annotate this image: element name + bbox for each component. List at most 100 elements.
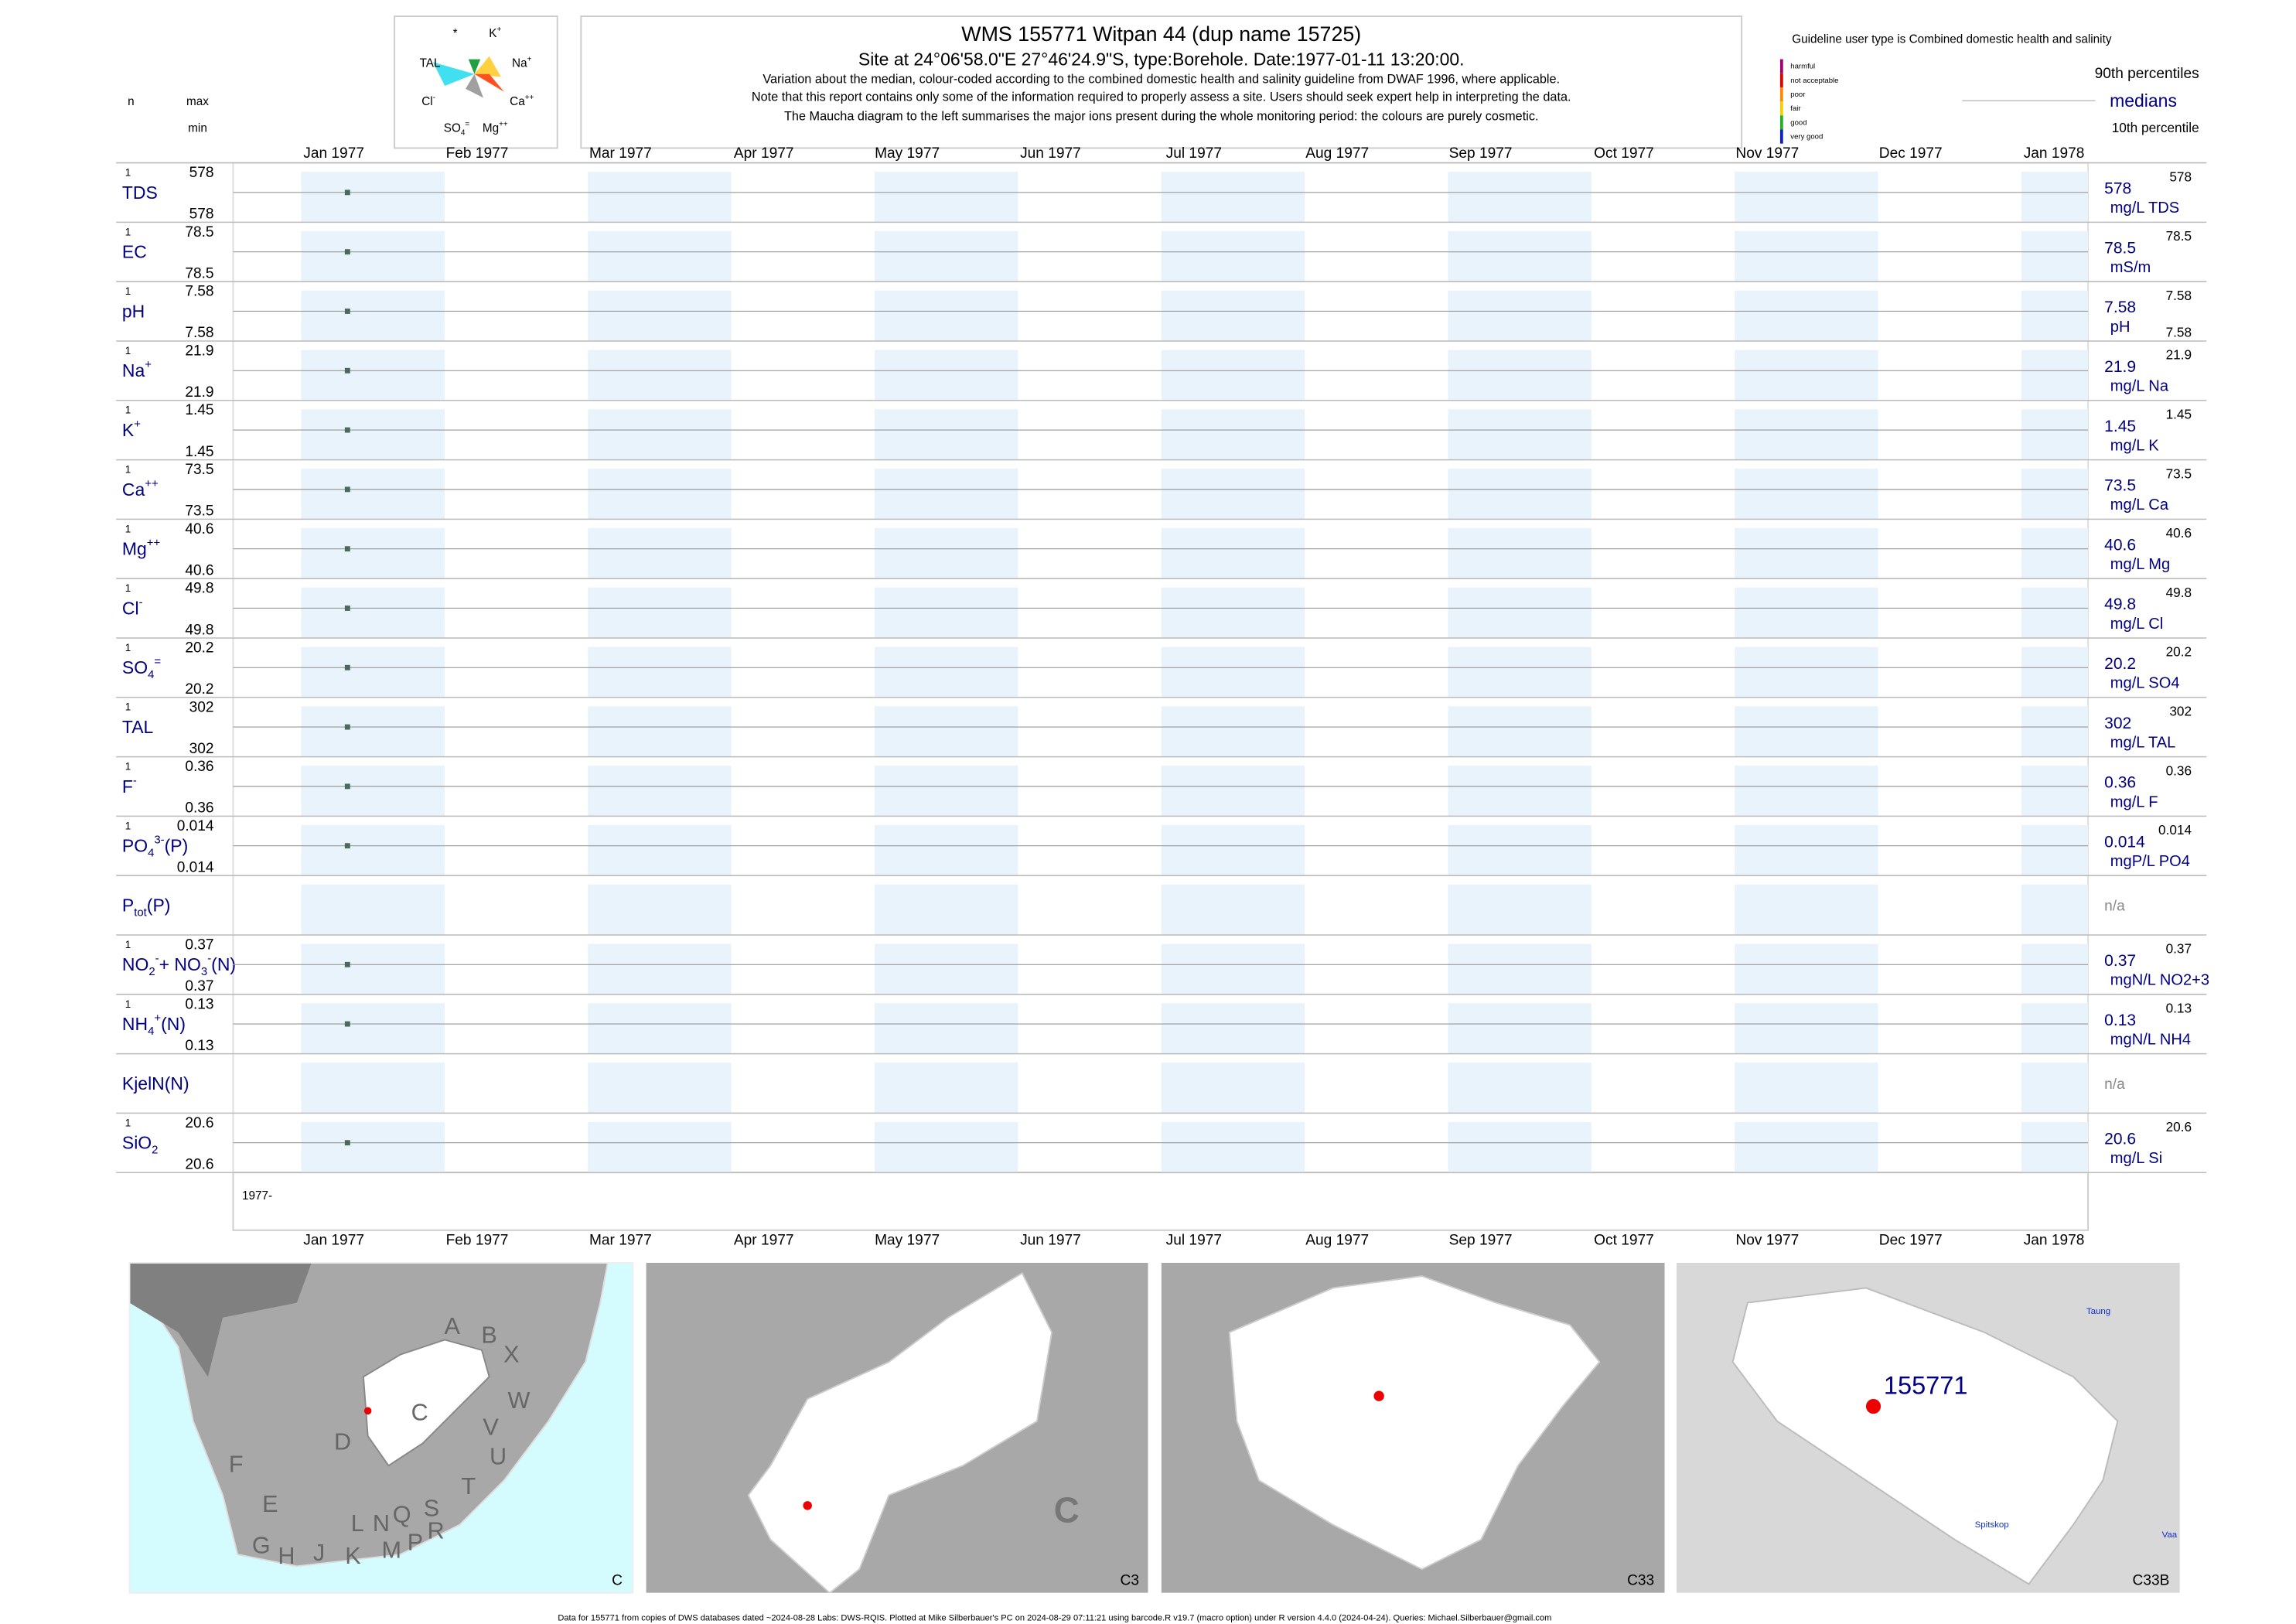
p90-label: 73.5 <box>2166 466 2192 481</box>
month-label: May 1977 <box>875 145 940 162</box>
map-text: V <box>483 1414 499 1440</box>
row-label-part: - <box>155 953 159 966</box>
month-band <box>2021 290 2089 341</box>
n-label: 1 <box>125 167 131 179</box>
p90-label: 20.2 <box>2166 644 2192 660</box>
month-label: Feb 1977 <box>446 145 509 162</box>
row-label: F- <box>122 774 137 797</box>
sample-point <box>344 606 350 611</box>
map-frame <box>128 1261 634 1594</box>
month-band <box>1735 824 1878 876</box>
month-band <box>2021 587 2089 638</box>
sample-point <box>344 724 350 730</box>
month-band <box>1161 1003 1305 1054</box>
month-band <box>588 1121 732 1173</box>
month-label: Jun 1977 <box>1020 145 1081 162</box>
maucha-label-part: - <box>433 94 435 102</box>
median-label: 302 <box>2104 715 2131 732</box>
month-band <box>588 409 732 460</box>
median-label: 7.58 <box>2104 299 2136 316</box>
month-band <box>874 587 1018 638</box>
month-band <box>1735 884 1878 936</box>
month-band <box>1448 290 1592 341</box>
sample-point <box>344 843 350 849</box>
max-label: 21.9 <box>185 343 213 359</box>
month-band <box>874 469 1018 520</box>
sample-point <box>344 309 350 314</box>
month-label: Jun 1977 <box>1020 1232 1081 1248</box>
unit-label: mS/m <box>2110 259 2151 276</box>
max-label: 7.58 <box>185 284 213 300</box>
month-band <box>1448 884 1592 936</box>
unit-label: mg/L TAL <box>2110 734 2176 751</box>
max-label: 0.36 <box>185 759 213 775</box>
month-band <box>1161 706 1305 757</box>
month-band <box>1448 469 1592 520</box>
row-label: PO43-(P) <box>122 834 188 860</box>
row-label-part: 2 <box>152 1144 158 1157</box>
na-label: n/a <box>2104 1076 2125 1093</box>
min-label: 0.36 <box>185 800 213 817</box>
p90-label: 1.45 <box>2166 406 2192 421</box>
n-label: 1 <box>125 582 131 594</box>
month-band <box>874 172 1018 223</box>
month-band <box>1448 1063 1592 1114</box>
na-label: n/a <box>2104 898 2125 914</box>
maucha-label-part: Cl <box>421 95 432 108</box>
month-band <box>874 1121 1018 1173</box>
row-label-part: = <box>154 656 161 669</box>
n-head: n <box>128 95 135 108</box>
maucha-label: TAL <box>420 56 441 70</box>
medians-label: medians <box>2110 90 2177 111</box>
maucha-label-part: Na <box>512 56 527 70</box>
month-band <box>301 1063 445 1114</box>
month-band <box>301 469 445 520</box>
unit-label: pH <box>2110 319 2131 336</box>
month-band <box>874 409 1018 460</box>
row-label-part: - <box>133 774 137 787</box>
p90-label: 7.58 <box>2166 288 2192 303</box>
unit-label: mg/L Si <box>2110 1150 2162 1167</box>
month-band <box>2021 350 2089 401</box>
month-band <box>1161 230 1305 282</box>
row-label-part: P <box>122 895 134 915</box>
row-label-part: + <box>154 1012 161 1025</box>
maucha-petal <box>474 56 501 77</box>
p90-label: 0.37 <box>2166 941 2192 957</box>
month-label: Mar 1977 <box>589 1232 652 1248</box>
row-label: EC <box>122 242 147 262</box>
month-label: May 1977 <box>875 1232 940 1248</box>
sample-point <box>344 1140 350 1146</box>
row-label-part: Mg <box>122 539 147 559</box>
month-band <box>2021 824 2089 876</box>
map-c33b <box>1676 1262 2180 1593</box>
month-band <box>2021 884 2089 936</box>
map-label: C33 <box>1627 1573 1654 1589</box>
month-band <box>1735 469 1878 520</box>
median-label: 1.45 <box>2104 418 2136 435</box>
row-label-part: pH <box>122 301 145 321</box>
map-text: G <box>252 1533 271 1559</box>
unit-label: mg/L TDS <box>2110 200 2179 217</box>
month-band <box>1161 884 1305 936</box>
month-band <box>1735 766 1878 817</box>
unit-label: mg/L SO4 <box>2110 675 2180 692</box>
n-label: 1 <box>125 464 131 476</box>
time-box <box>232 1172 2090 1231</box>
maucha-label-part: + <box>496 26 501 34</box>
map-text: N <box>373 1510 390 1537</box>
maucha-label-part: = <box>465 121 469 129</box>
maucha-label-part: ++ <box>499 121 508 129</box>
row-label-part: (N) <box>211 954 236 974</box>
row-label-part: SiO <box>122 1133 152 1153</box>
month-band <box>1161 1121 1305 1173</box>
month-band <box>588 527 732 579</box>
month-band <box>1161 290 1305 341</box>
row-label: NO2-+ NO3-(N) <box>122 953 236 979</box>
month-band <box>1161 527 1305 579</box>
row-label-part: (P) <box>147 895 171 915</box>
max-label: 0.13 <box>185 996 213 1012</box>
month-band <box>301 1003 445 1054</box>
unit-label: mgN/L NO2+3 <box>2110 972 2209 989</box>
maucha-label-part: ++ <box>525 94 534 102</box>
